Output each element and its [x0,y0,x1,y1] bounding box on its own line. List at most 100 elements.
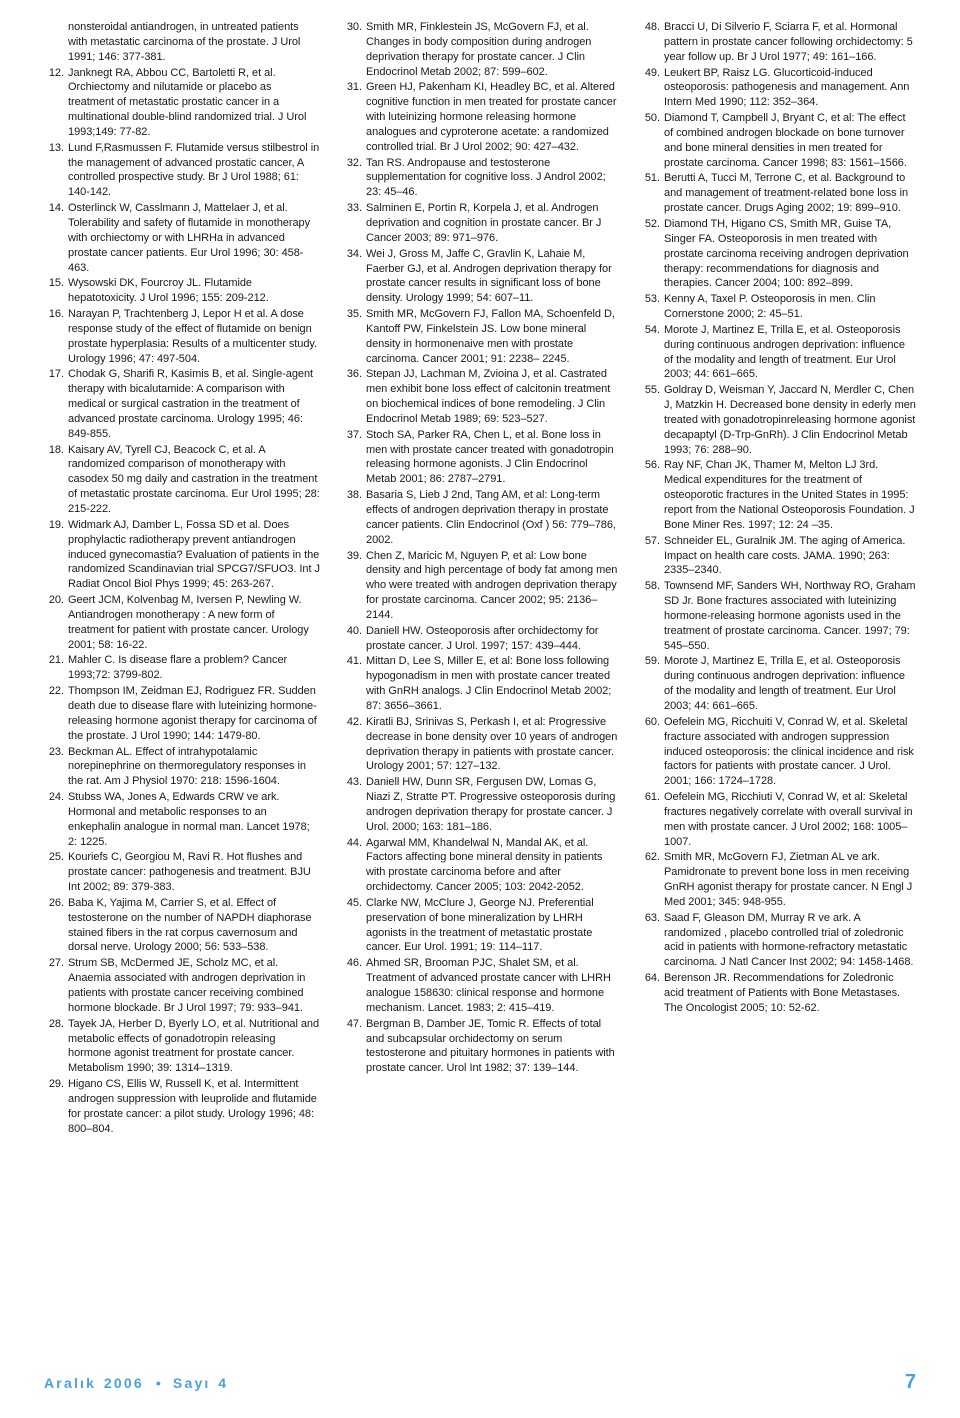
reference-number: 27. [44,956,64,971]
footer-month: Aralık 2006 [44,1375,144,1391]
reference-item: 53.Kenny A, Taxel P. Osteoporosis in men… [640,292,916,322]
reference-text: Ahmed SR, Brooman PJC, Shalet SM, et al.… [366,956,618,1015]
reference-item: 43. Daniell HW, Dunn SR, Fergusen DW, Lom… [342,775,618,834]
reference-number: 50. [640,111,660,126]
reference-item: 24.Stubss WA, Jones A, Edwards CRW ve ar… [44,790,320,849]
reference-item: 18.Kaisary AV, Tyrell CJ, Beacock C, et … [44,443,320,517]
reference-text: Townsend MF, Sanders WH, Northway RO, Gr… [664,579,916,653]
reference-number: 12. [44,66,64,81]
reference-text: Stoch SA, Parker RA, Chen L, et al. Bone… [366,428,618,487]
reference-item: 36.Stepan JJ, Lachman M, Zvioina J, et a… [342,367,618,426]
reference-text: Berutti A, Tucci M, Terrone C, et al. Ba… [664,171,916,216]
reference-text: Thompson IM, Zeidman EJ, Rodriguez FR. S… [68,684,320,743]
reference-text: Goldray D, Weisman Y, Jaccard N, Merdler… [664,383,916,457]
reference-column-1: nonsteroidal antiandrogen, in untreated … [44,20,320,1137]
reference-number: 22. [44,684,64,699]
reference-item: 44.Agarwal MM, Khandelwal N, Mandal AK, … [342,836,618,895]
reference-text: Tayek JA, Herber D, Byerly LO, et al. Nu… [68,1017,320,1076]
reference-item: 35.Smith MR, McGovern FJ, Fallon MA, Sch… [342,307,618,366]
reference-item: 50. Diamond T, Campbell J, Bryant C, et a… [640,111,916,170]
reference-text: Leukert BP, Raisz LG. Glucorticoid-induc… [664,66,916,111]
reference-item: 34.Wei J, Gross M, Jaffe C, Gravlin K, L… [342,247,618,306]
reference-text: Diamond T, Campbell J, Bryant C, et al: … [664,111,916,170]
reference-text: Diamond TH, Higano CS, Smith MR, Guise T… [664,217,916,291]
reference-item: nonsteroidal antiandrogen, in untreated … [44,20,320,65]
reference-item: 12.Janknegt RA, Abbou CC, Bartoletti R, … [44,66,320,140]
reference-number: 16. [44,307,64,322]
reference-text: Smith MR, Finklestein JS, McGovern FJ, e… [366,20,618,79]
reference-text: Smith MR, McGovern FJ, Fallon MA, Schoen… [366,307,618,366]
reference-number: 28. [44,1017,64,1032]
footer-issue-info: Aralık 2006 • Sayı 4 [44,1375,228,1391]
reference-text: Berenson JR. Recommendations for Zoledro… [664,971,916,1016]
reference-text: Bracci U, Di Silverio F, Sciarra F, et a… [664,20,916,65]
reference-item: 21.Mahler C. Is disease flare a problem?… [44,653,320,683]
reference-number: 51. [640,171,660,186]
reference-text: Lund F,Rasmussen F. Flutamide versus sti… [68,141,320,200]
reference-number: 62. [640,850,660,865]
reference-item: 47.Bergman B, Damber JE, Tomic R. Effect… [342,1017,618,1076]
reference-item: 51. Berutti A, Tucci M, Terrone C, et al.… [640,171,916,216]
reference-number: 33. [342,201,362,216]
reference-number: 58. [640,579,660,594]
reference-text: Mahler C. Is disease flare a problem? Ca… [68,653,320,683]
reference-item: 45.Clarke NW, McClure J, George NJ. Pref… [342,896,618,955]
reference-text: Basaria S, Lieb J 2nd, Tang AM, et al: L… [366,488,618,547]
reference-number: 15. [44,276,64,291]
reference-item: 15.Wysowski DK, Fourcroy JL. Flutamide h… [44,276,320,306]
reference-text: Smith MR, McGovern FJ, Zietman AL ve ark… [664,850,916,909]
reference-item: 48. Bracci U, Di Silverio F, Sciarra F, e… [640,20,916,65]
reference-item: 54.Morote J, Martinez E, Trilla E, et al… [640,323,916,382]
reference-number: 41. [342,654,362,669]
reference-text: Kenny A, Taxel P. Osteoporosis in men. C… [664,292,916,322]
reference-number: 52. [640,217,660,232]
reference-text: Widmark AJ, Damber L, Fossa SD et al. Do… [68,518,320,592]
reference-item: 62. Smith MR, McGovern FJ, Zietman AL ve … [640,850,916,909]
reference-list: nonsteroidal antiandrogen, in untreated … [44,20,320,1136]
reference-item: 22. Thompson IM, Zeidman EJ, Rodriguez FR… [44,684,320,743]
reference-item: 14.Osterlinck W, Casslmann J, Mattelaer … [44,201,320,275]
reference-number: 19. [44,518,64,533]
reference-number: 63. [640,911,660,926]
reference-item: 60.Oefelein MG, Ricchuiti V, Conrad W, e… [640,715,916,789]
reference-text: Kouriefs C, Georgiou M, Ravi R. Hot flus… [68,850,320,895]
reference-text: Ray NF, Chan JK, Thamer M, Melton LJ 3rd… [664,458,916,532]
reference-item: 61.Oefelein MG, Ricchiuti V, Conrad W, e… [640,790,916,849]
reference-number: 17. [44,367,64,382]
reference-item: 56. Ray NF, Chan JK, Thamer M, Melton LJ … [640,458,916,532]
reference-number: 55. [640,383,660,398]
reference-item: 41.Mittan D, Lee S, Miller E, et al: Bon… [342,654,618,713]
reference-text: Stepan JJ, Lachman M, Zvioina J, et al. … [366,367,618,426]
reference-text: Chen Z, Maricic M, Nguyen P, et al: Low … [366,549,618,623]
reference-text: Baba K, Yajima M, Carrier S, et al. Effe… [68,896,320,955]
reference-item: 27. Strum SB, McDermed JE, Scholz MC, et … [44,956,320,1015]
reference-number: 49. [640,66,660,81]
reference-text: Stubss WA, Jones A, Edwards CRW ve ark. … [68,790,320,849]
reference-text: Daniell HW, Dunn SR, Fergusen DW, Lomas … [366,775,618,834]
reference-number: 32. [342,156,362,171]
reference-item: 17.Chodak G, Sharifi R, Kasimis B, et al… [44,367,320,441]
reference-number: 48. [640,20,660,35]
reference-item: 40.Daniell HW. Osteoporosis after orchid… [342,624,618,654]
reference-text: Narayan P, Trachtenberg J, Lepor H et al… [68,307,320,366]
reference-item: 49. Leukert BP, Raisz LG. Glucorticoid-in… [640,66,916,111]
reference-text: Schneider EL, Guralnik JM. The aging of … [664,534,916,579]
reference-item: 29. Higano CS, Ellis W, Russell K, et al.… [44,1077,320,1136]
reference-item: 42.Kiratli BJ, Srinivas S, Perkash I, et… [342,715,618,774]
reference-number: 29. [44,1077,64,1092]
reference-item: 13.Lund F,Rasmussen F. Flutamide versus … [44,141,320,200]
reference-item: 46.Ahmed SR, Brooman PJC, Shalet SM, et … [342,956,618,1015]
reference-number: 59. [640,654,660,669]
reference-text: Salminen E, Portin R, Korpela J, et al. … [366,201,618,246]
reference-item: 20.Geert JCM, Kolvenbag M, Iversen P, Ne… [44,593,320,652]
reference-item: 26.Baba K, Yajima M, Carrier S, et al. E… [44,896,320,955]
reference-text: Higano CS, Ellis W, Russell K, et al. In… [68,1077,320,1136]
reference-number: 45. [342,896,362,911]
reference-number: 14. [44,201,64,216]
reference-number: 47. [342,1017,362,1032]
reference-number: 43. [342,775,362,790]
reference-text: Strum SB, McDermed JE, Scholz MC, et al.… [68,956,320,1015]
reference-item: 38.Basaria S, Lieb J 2nd, Tang AM, et al… [342,488,618,547]
reference-number: 40. [342,624,362,639]
reference-number: 56. [640,458,660,473]
